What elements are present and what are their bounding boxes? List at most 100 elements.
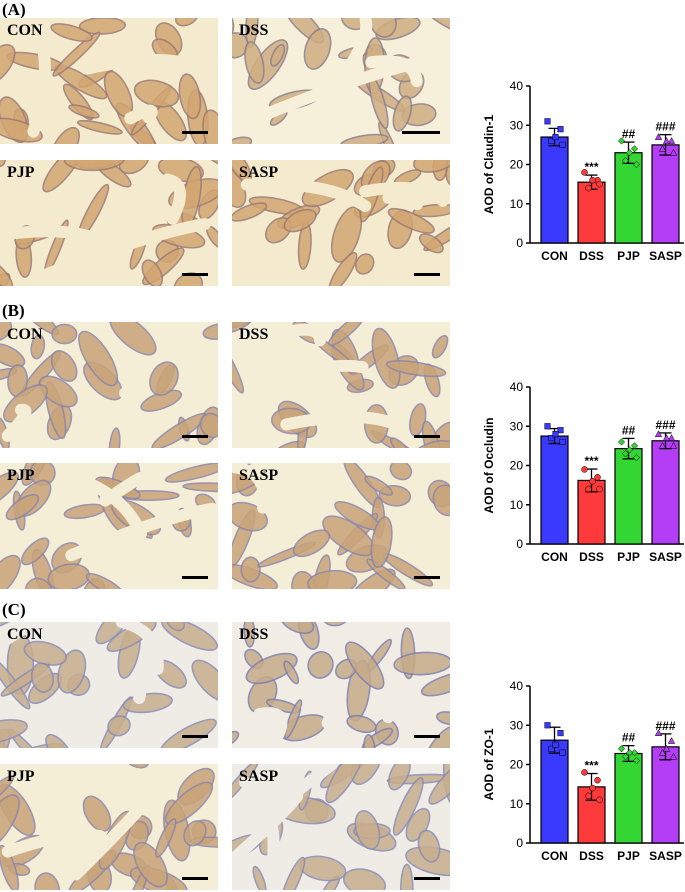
- tissue-image: [232, 622, 450, 748]
- tissue-image: [0, 160, 218, 286]
- scale-bar: [414, 735, 440, 738]
- data-point-pjp: [621, 450, 630, 458]
- micrograph-label: PJP: [7, 768, 35, 785]
- y-tick-label: 20: [510, 459, 524, 473]
- data-point-dss: [594, 776, 601, 784]
- data-point-con: [548, 137, 555, 145]
- data-point-con: [544, 722, 551, 729]
- y-tick-label: 20: [510, 158, 524, 172]
- x-tick-label: CON: [541, 249, 568, 263]
- micrograph-c-dss: DSS: [232, 622, 450, 748]
- data-point-dss: [589, 784, 596, 792]
- tissue-image: [0, 764, 218, 890]
- x-tick-label: PJP: [617, 550, 640, 564]
- data-point-pjp: [632, 757, 641, 765]
- x-tick-label: SASP: [649, 849, 682, 863]
- data-point-con: [557, 730, 564, 737]
- data-point-sasp: [669, 441, 678, 449]
- micrograph-b-sasp: SASP: [232, 463, 450, 589]
- tissue-image: [232, 463, 450, 589]
- data-point-dss: [581, 169, 588, 176]
- significance-label: ##: [622, 731, 636, 745]
- bar-chart-zo-1: 0 10 20 30 40 AOD of ZO-1 CON *** DSS ## PJP ### SAS…: [470, 672, 685, 872]
- data-point-pjp: [625, 149, 634, 157]
- data-point-sasp: [658, 441, 667, 449]
- data-point-pjp: [632, 160, 641, 169]
- micrograph-a-dss: DSS: [232, 18, 450, 144]
- data-point-sasp: [667, 737, 676, 744]
- scale-bar: [182, 131, 208, 134]
- data-point-sasp: [662, 434, 671, 441]
- micrograph-label: PJP: [7, 467, 35, 484]
- panel-label-b: (B): [2, 301, 25, 320]
- y-tick-label: 20: [510, 758, 524, 772]
- data-point-sasp: [658, 144, 667, 152]
- bar-con: [540, 435, 569, 545]
- chart-svg: 0 10 20 30 40 AOD of Claudin-1 CON *** DSS ## PJP #…: [482, 79, 684, 263]
- y-tick-label: 10: [510, 498, 524, 512]
- data-point-dss: [585, 184, 592, 192]
- bar-pjp: [614, 752, 643, 844]
- bar-sasp: [651, 746, 680, 844]
- panel-label-c: (C): [2, 600, 26, 619]
- scale-bar: [182, 273, 208, 276]
- data-point-sasp: [662, 137, 671, 144]
- data-point-pjp: [630, 749, 639, 757]
- data-point-con: [552, 431, 559, 438]
- micrograph-label: SASP: [239, 164, 279, 181]
- tissue-image: [0, 18, 218, 144]
- y-tick-label: 40: [510, 679, 524, 693]
- x-tick-label: DSS: [579, 249, 604, 263]
- y-tick-label: 30: [510, 718, 524, 732]
- data-point-sasp: [654, 133, 663, 140]
- data-point-sasp: [658, 748, 667, 756]
- data-point-sasp: [667, 137, 676, 144]
- y-tick-label: 0: [516, 236, 523, 250]
- y-tick-label: 40: [510, 380, 524, 394]
- data-point-sasp: [669, 148, 678, 156]
- data-point-dss: [585, 485, 592, 493]
- x-tick-label: CON: [541, 550, 568, 564]
- data-point-sasp: [654, 729, 663, 736]
- data-point-dss: [581, 466, 588, 473]
- bar-con: [540, 739, 569, 844]
- data-point-dss: [594, 474, 601, 481]
- bar-pjp: [614, 152, 643, 244]
- micrograph-label: DSS: [239, 22, 269, 39]
- scale-bar: [414, 273, 440, 276]
- data-point-dss: [596, 796, 603, 804]
- data-point-pjp: [621, 157, 630, 165]
- data-point-pjp: [617, 137, 626, 145]
- x-tick-label: SASP: [649, 550, 682, 564]
- data-point-sasp: [654, 430, 663, 437]
- data-point-dss: [589, 477, 596, 485]
- data-point-sasp: [667, 434, 676, 441]
- scale-bar: [182, 735, 208, 738]
- data-point-pjp: [632, 454, 641, 462]
- significance-label: ##: [622, 423, 636, 437]
- x-tick-label: SASP: [649, 249, 682, 263]
- significance-label: ###: [655, 719, 675, 733]
- significance-label: ###: [655, 418, 675, 432]
- data-point-sasp: [669, 752, 678, 760]
- data-point-con: [557, 126, 564, 133]
- bar-dss: [577, 181, 606, 244]
- bar-sasp: [651, 144, 680, 244]
- micrograph-c-pjp: PJP: [0, 764, 218, 890]
- micrograph-label: SASP: [239, 467, 279, 484]
- data-point-pjp: [617, 745, 626, 753]
- micrograph-b-con: CON: [0, 322, 218, 448]
- tissue-image: [0, 322, 218, 448]
- micrograph-c-sasp: SASP: [232, 764, 450, 890]
- y-tick-label: 0: [516, 537, 523, 551]
- micrograph-label: DSS: [239, 626, 269, 643]
- chart-svg: 0 10 20 30 40 AOD of ZO-1 CON *** DSS ## PJP ### SAS…: [482, 679, 684, 863]
- significance-label: ###: [655, 120, 675, 134]
- y-tick-label: 40: [510, 79, 524, 93]
- significance-label: ***: [584, 454, 598, 468]
- data-point-pjp: [630, 442, 639, 450]
- data-point-dss: [596, 180, 603, 188]
- y-axis-title: AOD of Occludin: [482, 418, 496, 514]
- data-point-con: [559, 438, 566, 446]
- bar-pjp: [614, 448, 643, 545]
